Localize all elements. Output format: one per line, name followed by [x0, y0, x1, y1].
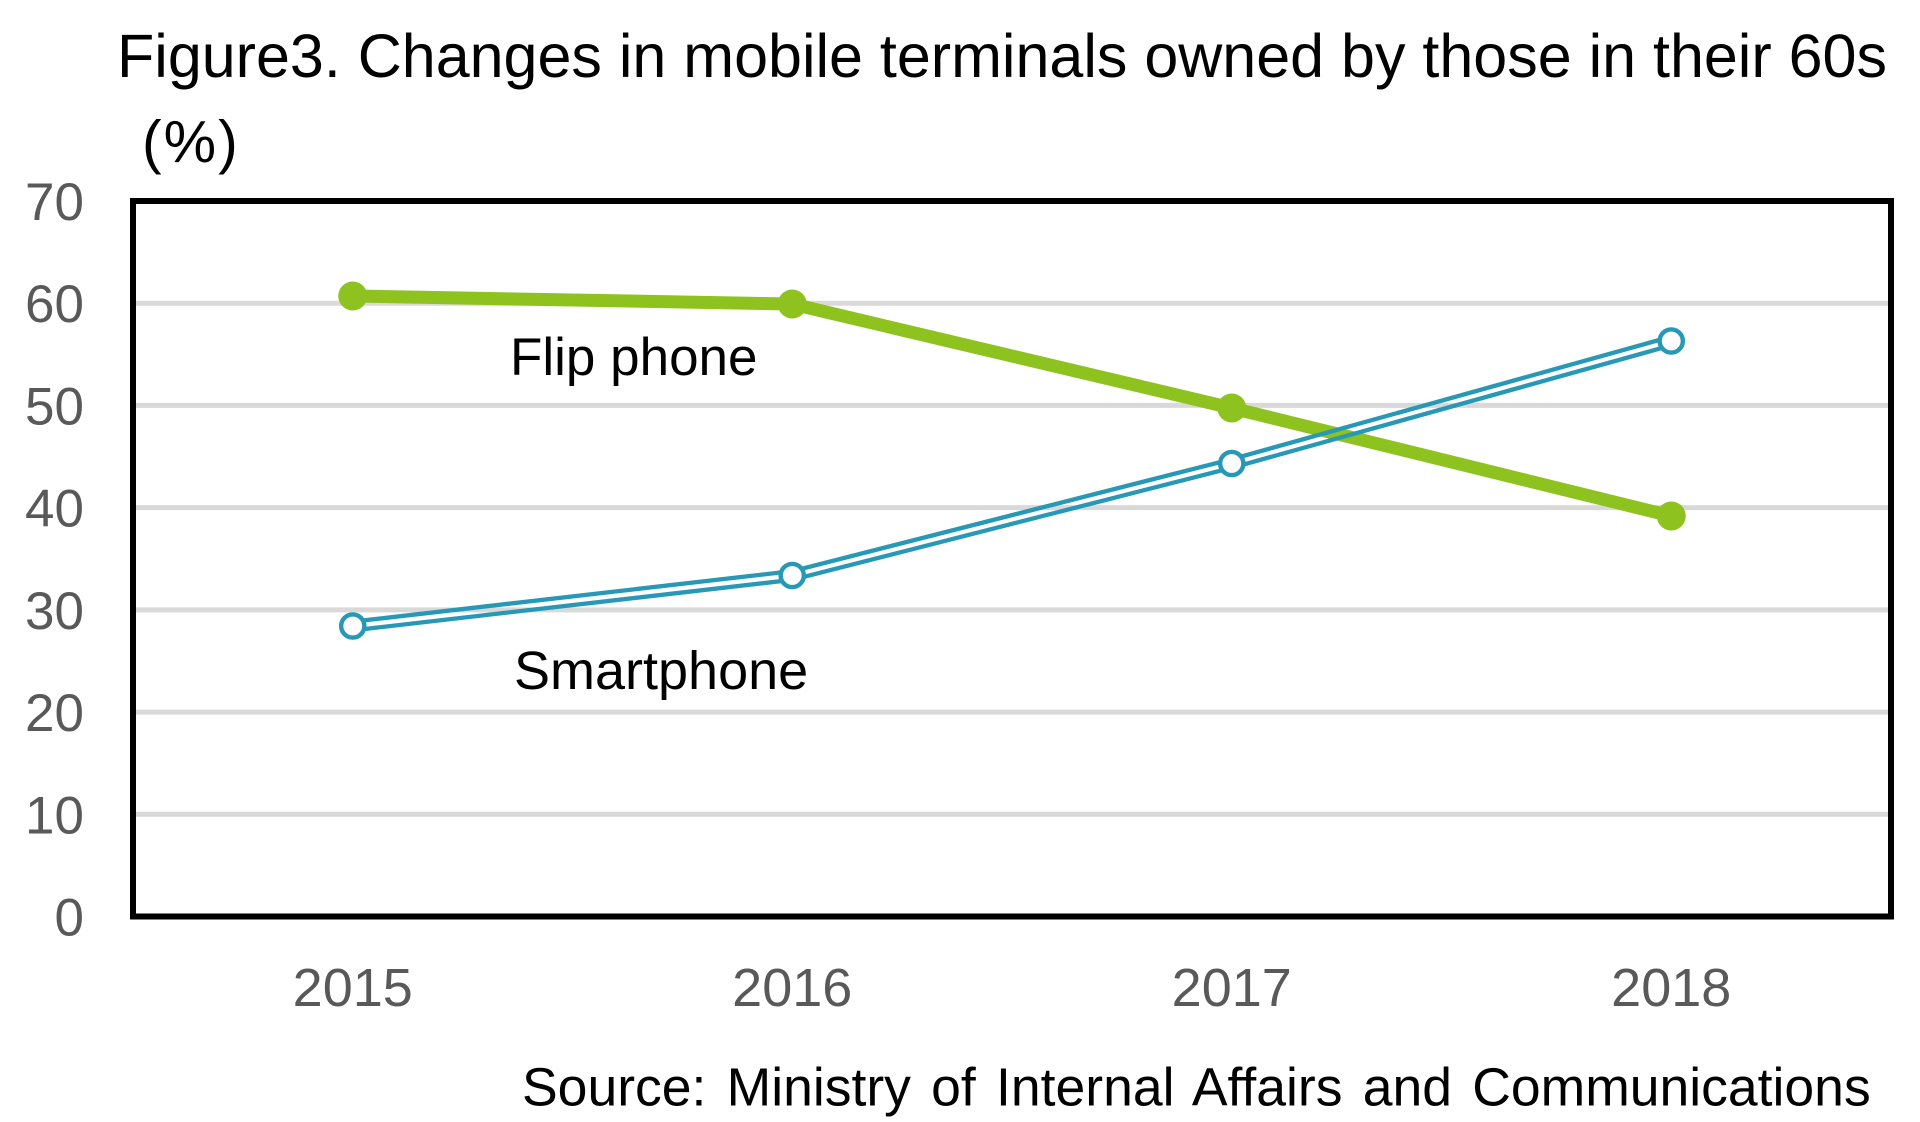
svg-text:30: 30 — [25, 582, 84, 641]
svg-text:0: 0 — [55, 889, 84, 948]
svg-text:2015: 2015 — [293, 958, 413, 1018]
svg-text:Source: Ministry of Internal A: Source: Ministry of Internal Affairs and… — [522, 1059, 1871, 1118]
svg-text:60: 60 — [25, 275, 84, 334]
svg-text:50: 50 — [25, 377, 84, 436]
svg-text:20: 20 — [25, 684, 84, 743]
svg-text:Figure3. Changes in mobile ter: Figure3. Changes in mobile terminals own… — [117, 22, 1887, 90]
svg-text:2016: 2016 — [732, 958, 852, 1018]
svg-text:70: 70 — [25, 173, 84, 232]
svg-text:2017: 2017 — [1172, 958, 1292, 1018]
svg-text:40: 40 — [25, 480, 84, 539]
svg-text:Flip phone: Flip phone — [510, 328, 758, 387]
svg-text:2018: 2018 — [1611, 958, 1731, 1018]
svg-text:(%): (%) — [142, 109, 240, 175]
svg-text:10: 10 — [25, 786, 84, 845]
svg-text:Smartphone: Smartphone — [514, 641, 808, 701]
